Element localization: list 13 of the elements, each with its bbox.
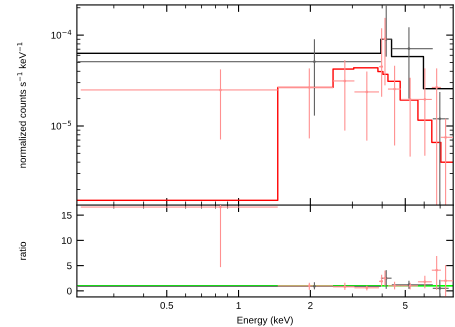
- y-tick-label: 15: [62, 212, 72, 219]
- x-tick-label: 0.5: [160, 302, 174, 309]
- y-tick-label: 10: [62, 237, 72, 244]
- y-axis-title: normalized counts s$^{−1}$ keV$^{−1}$: [17, 42, 26, 168]
- y-tick-label: 10$^{−4}$: [51, 30, 72, 39]
- y-tick-label: 10$^{−5}$: [51, 120, 72, 130]
- y-tick-label: 5: [67, 262, 72, 270]
- x-axis-title: Energy (keV): [237, 316, 293, 326]
- y-axis-title: ratio: [18, 242, 26, 260]
- x-tick-label: 5: [402, 302, 408, 309]
- y-tick-label: 0: [67, 288, 72, 294]
- x-tick-label: 1: [236, 302, 241, 309]
- x-tick-label: 2: [308, 302, 313, 309]
